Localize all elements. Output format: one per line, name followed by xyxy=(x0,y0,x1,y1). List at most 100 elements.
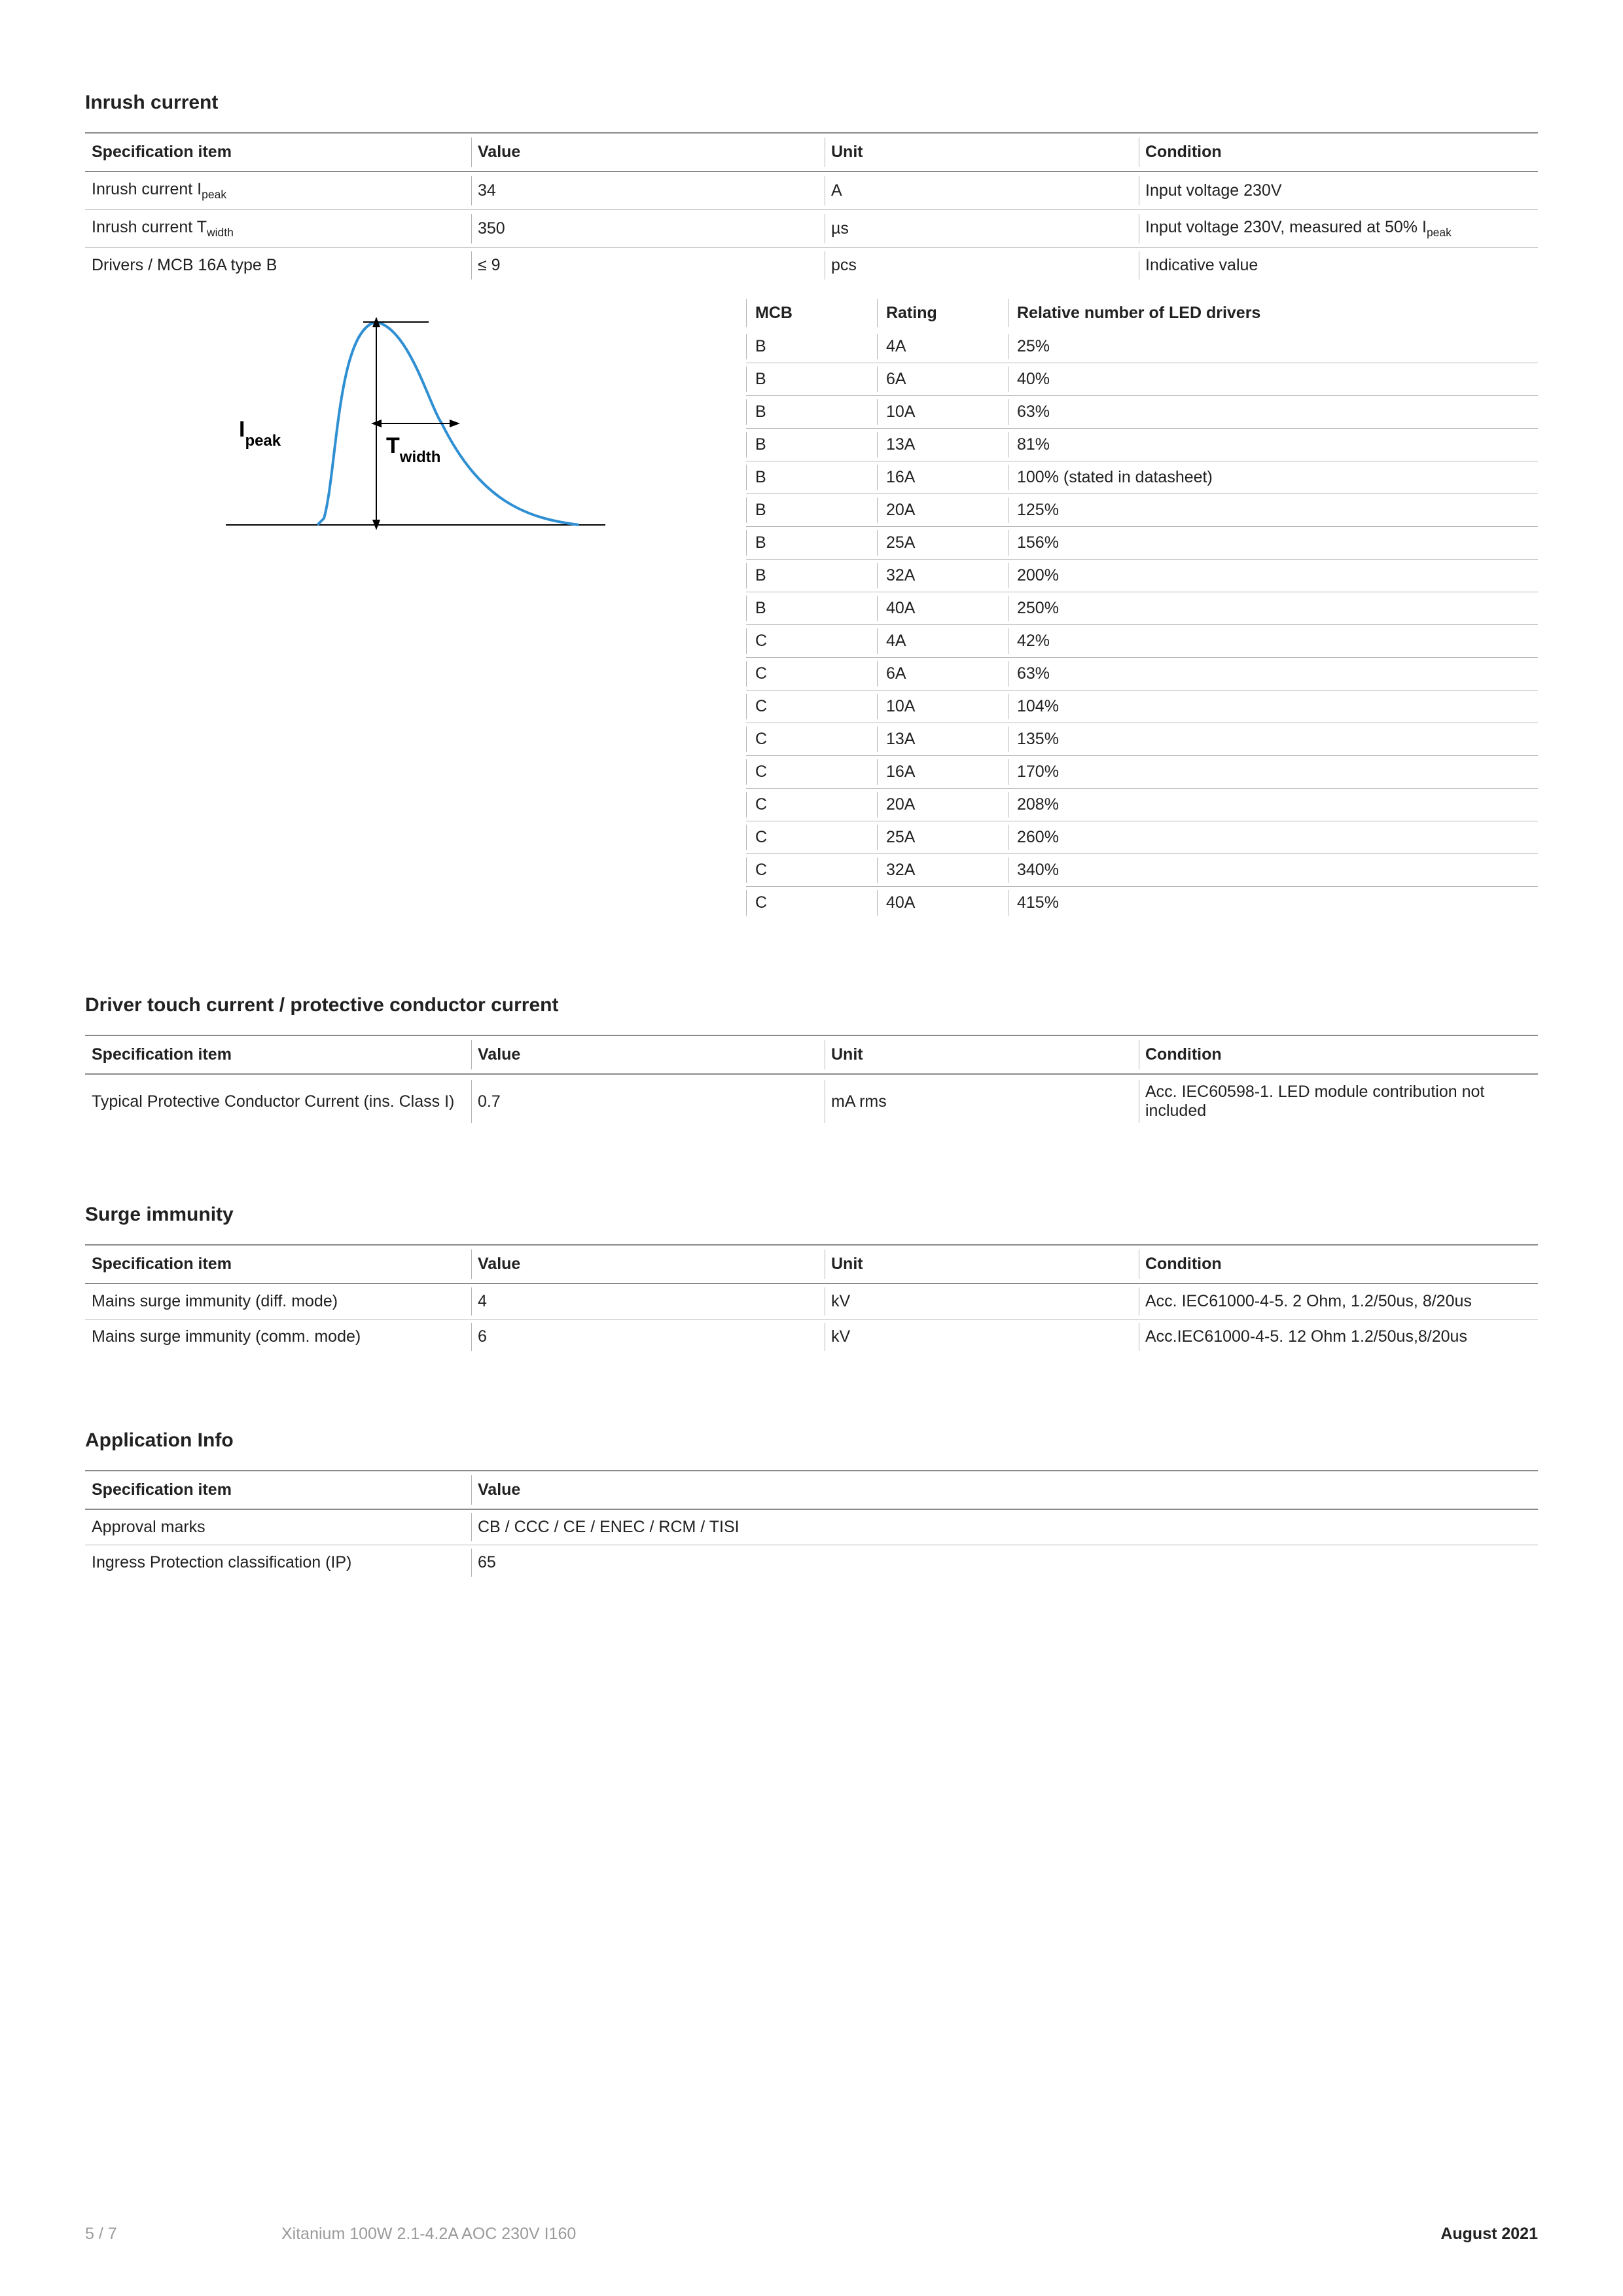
cell-spec: Approval marks xyxy=(85,1509,471,1545)
col-cond: Condition xyxy=(1139,134,1538,171)
cell-mcb: B xyxy=(746,494,877,527)
cell-rating: 20A xyxy=(877,789,1008,821)
cell-relnum: 63% xyxy=(1008,658,1538,691)
cell-unit: mA rms xyxy=(825,1074,1139,1128)
table-row: C10A104% xyxy=(746,691,1538,723)
cell-mcb: B xyxy=(746,527,877,560)
inrush-two-col: IpeakTwidth MCB Rating Relative number o… xyxy=(85,296,1538,919)
table-row: B40A250% xyxy=(746,592,1538,625)
cell-mcb: B xyxy=(746,396,877,429)
col-value: Value xyxy=(471,134,825,171)
cell-rating: 16A xyxy=(877,461,1008,494)
cell-relnum: 340% xyxy=(1008,854,1538,887)
cell-relnum: 42% xyxy=(1008,625,1538,658)
col-value: Value xyxy=(471,1036,825,1074)
touch-table: Specification item Value Unit Condition … xyxy=(85,1036,1538,1128)
col-value: Value xyxy=(471,1246,825,1283)
footer-product: Xitanium 100W 2.1-4.2A AOC 230V I160 xyxy=(281,2225,1440,2244)
col-rating: Rating xyxy=(877,296,1008,331)
table-row: Mains surge immunity (comm. mode)6kVAcc.… xyxy=(85,1319,1538,1355)
cell-cond: Indicative value xyxy=(1139,248,1538,283)
cell-value: 4 xyxy=(471,1283,825,1319)
table-row: C25A260% xyxy=(746,821,1538,854)
cell-rating: 40A xyxy=(877,887,1008,920)
cell-value: 0.7 xyxy=(471,1074,825,1128)
cell-cond: Acc.IEC61000-4-5. 12 Ohm 1.2/50us,8/20us xyxy=(1139,1319,1538,1355)
cell-rating: 13A xyxy=(877,723,1008,756)
footer-page: 5 / 7 xyxy=(85,2225,281,2244)
cell-rating: 4A xyxy=(877,331,1008,363)
cell-spec: Mains surge immunity (comm. mode) xyxy=(85,1319,471,1355)
cell-rating: 16A xyxy=(877,756,1008,789)
table-row: C13A135% xyxy=(746,723,1538,756)
touch-title: Driver touch current / protective conduc… xyxy=(85,994,1538,1016)
cell-spec: Ingress Protection classification (IP) xyxy=(85,1545,471,1581)
cell-cond: Acc. IEC61000-4-5. 2 Ohm, 1.2/50us, 8/20… xyxy=(1139,1283,1538,1319)
cell-mcb: C xyxy=(746,658,877,691)
table-row: B25A156% xyxy=(746,527,1538,560)
table-row: Mains surge immunity (diff. mode)4kVAcc.… xyxy=(85,1283,1538,1319)
svg-text:Twidth: Twidth xyxy=(386,433,440,466)
table-row: C20A208% xyxy=(746,789,1538,821)
table-row: C4A42% xyxy=(746,625,1538,658)
inrush-title: Inrush current xyxy=(85,92,1538,114)
cell-relnum: 415% xyxy=(1008,887,1538,920)
cell-rating: 6A xyxy=(877,658,1008,691)
table-row: Approval marksCB / CCC / CE / ENEC / RCM… xyxy=(85,1509,1538,1545)
cell-value: 350 xyxy=(471,210,825,248)
inrush-diagram: IpeakTwidth xyxy=(85,296,707,554)
footer-date: August 2021 xyxy=(1440,2225,1538,2244)
table-row: Inrush current Ipeak34AInput voltage 230… xyxy=(85,171,1538,210)
section-surge: Surge immunity Specification item Value … xyxy=(85,1204,1538,1354)
cell-cond: Acc. IEC60598-1. LED module contribution… xyxy=(1139,1074,1538,1128)
cell-mcb: B xyxy=(746,461,877,494)
col-mcb: MCB xyxy=(746,296,877,331)
cell-rating: 40A xyxy=(877,592,1008,625)
cell-mcb: C xyxy=(746,854,877,887)
table-row: B16A100% (stated in datasheet) xyxy=(746,461,1538,494)
cell-relnum: 63% xyxy=(1008,396,1538,429)
col-unit: Unit xyxy=(825,134,1139,171)
col-spec: Specification item xyxy=(85,1246,471,1283)
cell-mcb: C xyxy=(746,691,877,723)
col-cond: Condition xyxy=(1139,1036,1538,1074)
table-row: Inrush current Twidth350µsInput voltage … xyxy=(85,210,1538,248)
cell-rating: 25A xyxy=(877,821,1008,854)
table-row: Typical Protective Conductor Current (in… xyxy=(85,1074,1538,1128)
cell-mcb: C xyxy=(746,789,877,821)
cell-unit: A xyxy=(825,171,1139,210)
mcb-table: MCB Rating Relative number of LED driver… xyxy=(746,296,1538,919)
col-unit: Unit xyxy=(825,1246,1139,1283)
cell-cond: Input voltage 230V, measured at 50% Ipea… xyxy=(1139,210,1538,248)
col-relnum: Relative number of LED drivers xyxy=(1008,296,1538,331)
cell-value: CB / CCC / CE / ENEC / RCM / TISI xyxy=(471,1509,1538,1545)
section-touch: Driver touch current / protective conduc… xyxy=(85,994,1538,1128)
mcb-table-box: MCB Rating Relative number of LED driver… xyxy=(746,296,1538,919)
cell-value: 65 xyxy=(471,1545,1538,1581)
cell-rating: 32A xyxy=(877,560,1008,592)
col-value: Value xyxy=(471,1471,1538,1509)
cell-relnum: 200% xyxy=(1008,560,1538,592)
cell-unit: kV xyxy=(825,1319,1139,1355)
cell-rating: 10A xyxy=(877,691,1008,723)
col-unit: Unit xyxy=(825,1036,1139,1074)
cell-rating: 10A xyxy=(877,396,1008,429)
cell-relnum: 208% xyxy=(1008,789,1538,821)
table-row: B32A200% xyxy=(746,560,1538,592)
cell-spec: Inrush current Ipeak xyxy=(85,171,471,210)
cell-mcb: C xyxy=(746,625,877,658)
cell-mcb: B xyxy=(746,560,877,592)
cell-relnum: 135% xyxy=(1008,723,1538,756)
cell-rating: 13A xyxy=(877,429,1008,461)
cell-value: 6 xyxy=(471,1319,825,1355)
cell-relnum: 250% xyxy=(1008,592,1538,625)
table-row: B13A81% xyxy=(746,429,1538,461)
cell-rating: 20A xyxy=(877,494,1008,527)
cell-cond: Input voltage 230V xyxy=(1139,171,1538,210)
section-app: Application Info Specification item Valu… xyxy=(85,1429,1538,1580)
cell-spec: Inrush current Twidth xyxy=(85,210,471,248)
inrush-table: Specification item Value Unit Condition … xyxy=(85,134,1538,283)
cell-relnum: 81% xyxy=(1008,429,1538,461)
app-title: Application Info xyxy=(85,1429,1538,1452)
cell-relnum: 156% xyxy=(1008,527,1538,560)
